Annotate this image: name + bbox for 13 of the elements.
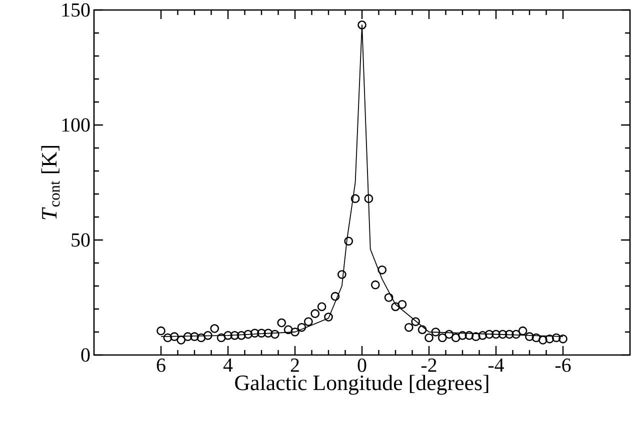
x-tick-label: 6 bbox=[156, 358, 166, 372]
y-tick-label: 100 bbox=[62, 118, 90, 132]
x-tick-label: -4 bbox=[488, 358, 504, 372]
x-tick-label: -2 bbox=[421, 358, 436, 372]
y-tick-label: 50 bbox=[72, 233, 90, 247]
x-tick-label: 4 bbox=[223, 358, 233, 372]
x-tick-label: 0 bbox=[358, 358, 366, 372]
x-tick-label: -6 bbox=[555, 358, 571, 372]
x-tick-label: 2 bbox=[290, 358, 299, 372]
x-axis-title: Galactic Longitude [degrees] bbox=[235, 374, 488, 395]
y-tick-label: 0 bbox=[81, 348, 90, 362]
y-axis-title: T$_{cont}$ [K] bbox=[41, 146, 60, 220]
y-tick-label: 150 bbox=[62, 3, 90, 17]
